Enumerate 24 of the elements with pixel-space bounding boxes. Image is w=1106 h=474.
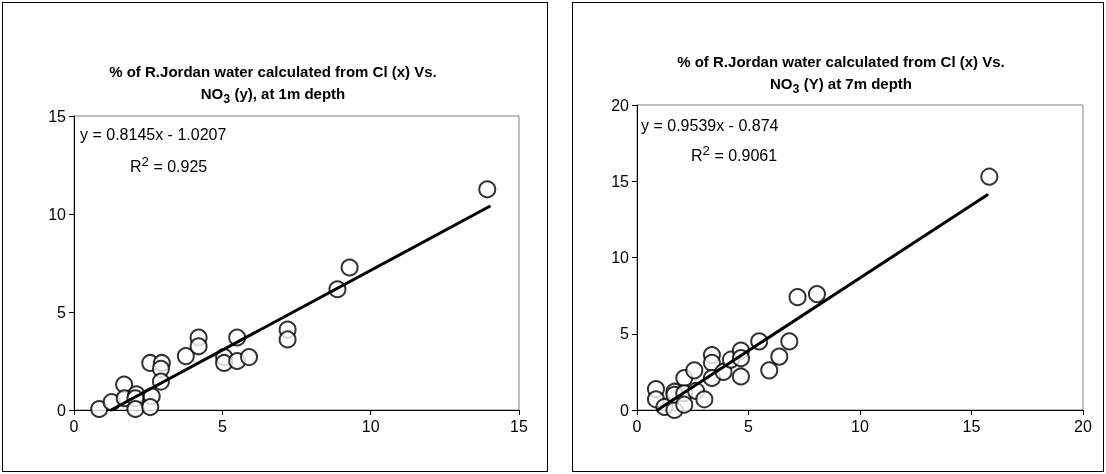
x-tick-label: 15 — [962, 417, 981, 435]
x-tick-label: 15 — [510, 417, 528, 435]
x-tick-label: 5 — [217, 417, 227, 435]
y-tick-label: 0 — [620, 401, 630, 419]
y-tick-label: 0 — [57, 401, 67, 419]
x-tick-label: 0 — [69, 417, 79, 435]
y-tick-label: 5 — [57, 303, 67, 321]
x-tick-label: 0 — [632, 417, 642, 435]
x-tick-label: 10 — [851, 417, 869, 435]
y-tick-label: 20 — [611, 96, 630, 114]
y-tick-label: 15 — [48, 107, 67, 125]
y-tick-label: 10 — [48, 205, 67, 223]
y-tick-label: 10 — [611, 249, 630, 266]
x-tick-label: 10 — [361, 417, 380, 435]
y-tick-label: 5 — [620, 325, 630, 343]
y-tick-label: 15 — [611, 172, 630, 190]
annotation: R$^{2}$ = 0.9061 — [691, 143, 778, 166]
x-tick-label: 5 — [744, 417, 754, 435]
chart-title: % of R.Jordan water calculated from Cl (x) Vs. NO$_{3}$ (Y) at 7m depth — [676, 52, 1006, 98]
annotation: y = 0.9539x - 0.874 — [641, 117, 779, 135]
x-tick-label: 20 — [1074, 417, 1092, 435]
annotation: y = 0.8145x - 1.0207 — [80, 126, 227, 144]
annotation: R$^{2}$ = 0.925 — [130, 154, 208, 177]
chart-title: % of R.Jordan water calculated from Cl (x) Vs. NO$_{3}$ (y), at 1m depth — [108, 62, 438, 108]
